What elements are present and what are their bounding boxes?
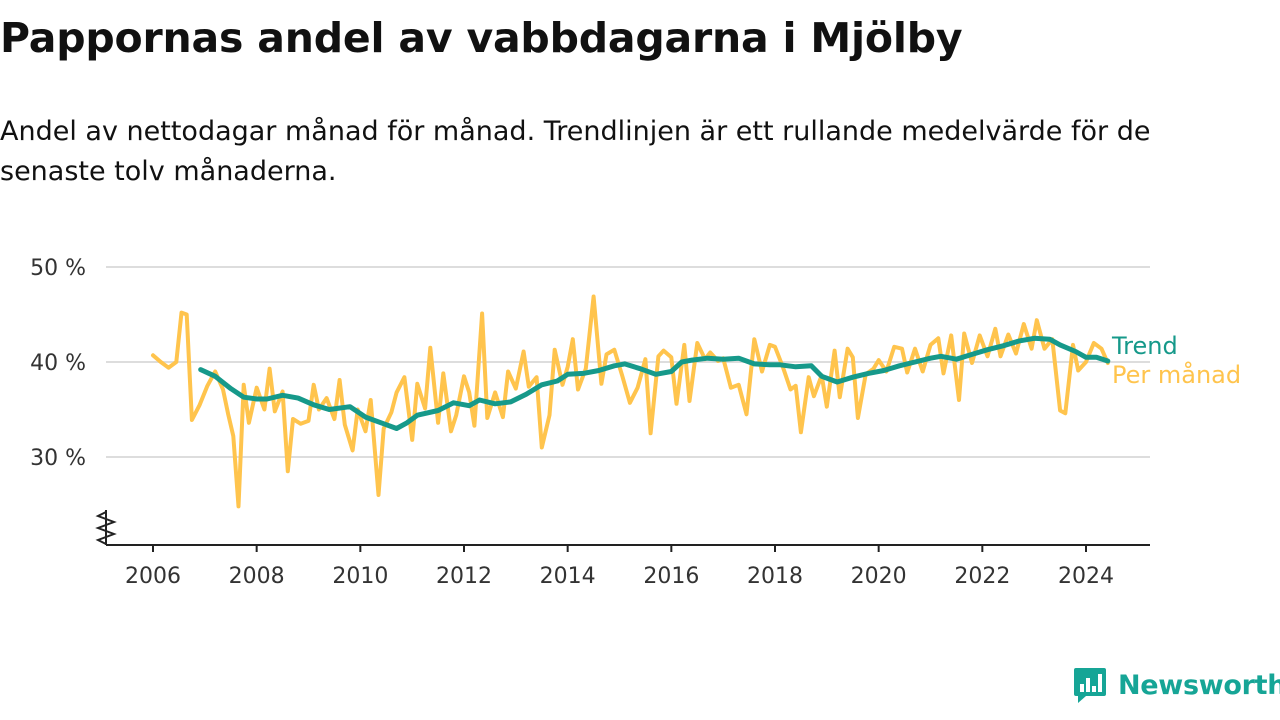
y-tick-label: 30 %: [30, 446, 86, 471]
brand-name: Newsworthy: [1118, 669, 1280, 701]
x-tick-label: 2012: [436, 564, 492, 589]
x-tick-label: 2006: [125, 564, 181, 589]
bar-chart-icon: [1074, 668, 1106, 703]
trend-line: [198, 335, 1111, 431]
y-tick-label: 40 %: [30, 351, 86, 376]
x-axis: 2006 2008 2010 2012 2014 2016 2018 2020 2022 2024: [106, 544, 1150, 589]
grid-lines: [106, 266, 1150, 458]
series-lines: [151, 294, 1111, 509]
axis-break-icon: [95, 510, 117, 545]
x-tick-label: 2020: [851, 564, 907, 589]
x-tick-label: 2022: [954, 564, 1010, 589]
monthly-line: [151, 294, 1110, 509]
chart-subtitle: Andel av nettodagar månad för månad. Tre…: [0, 116, 1151, 187]
monthly-label: Per månad: [1112, 360, 1241, 389]
axis-break-zigzag: [95, 511, 117, 545]
x-tick-label: 2016: [643, 564, 699, 589]
chart-title: Pappornas andel av vabbdagarna i Mjölby: [0, 14, 963, 62]
x-tick-label: 2010: [332, 564, 388, 589]
y-tick-label: 50 %: [30, 256, 86, 281]
newsworthy-logo: Newsworthy: [1072, 664, 1280, 706]
trend-label: Trend: [1111, 332, 1178, 360]
x-tick-label: 2014: [540, 564, 596, 589]
x-tick-label: 2024: [1058, 564, 1114, 589]
y-tick-labels: 30 % 40 % 50 %: [30, 256, 86, 471]
x-tick-label: 2018: [747, 564, 803, 589]
x-tick-label: 2008: [229, 564, 285, 589]
